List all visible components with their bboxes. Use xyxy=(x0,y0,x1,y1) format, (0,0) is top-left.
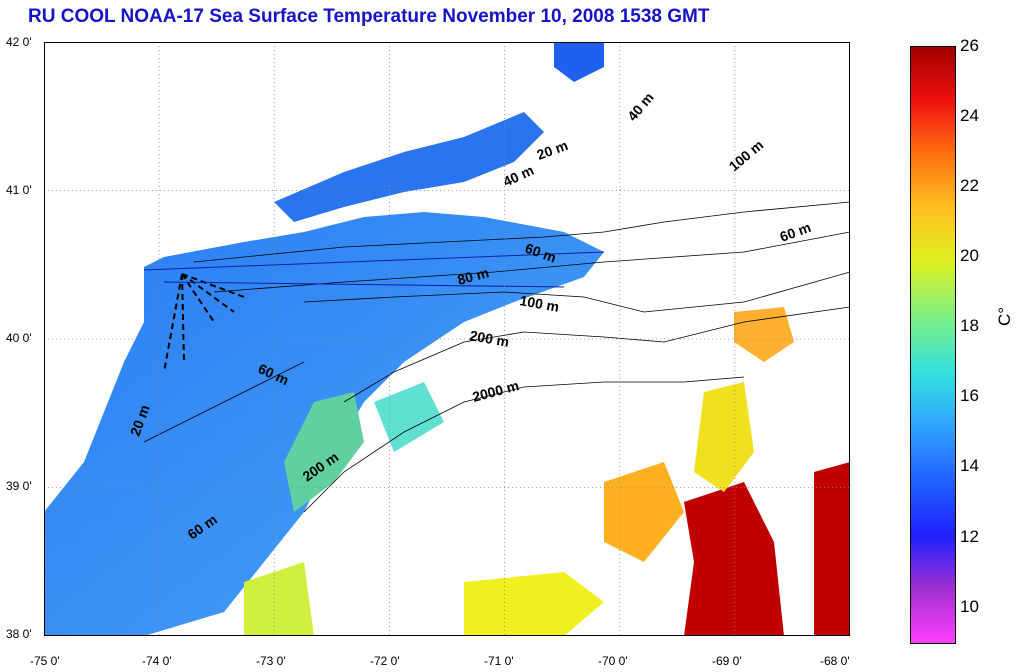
east-red-patch xyxy=(814,462,850,636)
long-island-sound-patch xyxy=(274,112,544,222)
map-frame xyxy=(44,42,850,636)
cb-tick-14: 14 xyxy=(960,456,979,475)
cb-tick-10: 10 xyxy=(960,597,979,616)
hudson-canyon-sectors xyxy=(163,273,245,373)
cb-tick-20: 20 xyxy=(960,246,979,265)
offshore-cyan-strip xyxy=(374,382,444,452)
lon-tick-70: -70 0' xyxy=(598,654,628,668)
cb-tick-26: 26 xyxy=(960,36,979,55)
lon-tick-69: -69 0' xyxy=(712,654,742,668)
lon-tick-74: -74 0' xyxy=(142,654,172,668)
lat-tick-41: 41 0' xyxy=(6,183,32,197)
cb-tick-22: 22 xyxy=(960,176,979,195)
isobath-label: 60 m xyxy=(778,219,813,245)
cb-tick-24: 24 xyxy=(960,106,979,125)
lat-tick-42: 42 0' xyxy=(6,35,32,49)
gulf-stream-yellow xyxy=(694,382,754,492)
mid-shelf-green-patch xyxy=(284,392,364,512)
isobath-label: 40 m xyxy=(501,162,537,190)
map-title: RU COOL NOAA-17 Sea Surface Temperature … xyxy=(28,6,710,27)
isobath-20m xyxy=(193,201,850,263)
isobath-label: 100 m xyxy=(726,137,767,175)
isobath-2000m xyxy=(303,376,745,513)
lon-tick-73: -73 0' xyxy=(256,654,286,668)
slope-yellow-patch xyxy=(244,562,314,636)
isobath-label: 80 m xyxy=(456,264,491,288)
isobath-100m xyxy=(303,271,850,313)
lat-tick-38: 38 0' xyxy=(6,627,32,641)
isobath-label: 100 m xyxy=(518,292,560,315)
isobath-label: 20 m xyxy=(535,137,570,163)
transect-lines xyxy=(143,251,605,288)
isobath-60m-b xyxy=(143,361,305,443)
east-orange-patch xyxy=(734,307,794,362)
warm-core-orange xyxy=(604,462,684,562)
south-yellow-patch xyxy=(464,572,604,636)
isobath-label: 40 m xyxy=(624,89,657,124)
isobath-label: 2000 m xyxy=(471,377,521,405)
lat-tick-40: 40 0' xyxy=(6,331,32,345)
lat-tick-39: 39 0' xyxy=(6,479,32,493)
colorbar xyxy=(910,46,956,644)
cape-cod-patch xyxy=(554,42,604,82)
graticule xyxy=(44,42,850,636)
lon-tick-72: -72 0' xyxy=(370,654,400,668)
cb-tick-12: 12 xyxy=(960,527,979,546)
isobath-label: 200 m xyxy=(468,327,510,350)
cb-tick-18: 18 xyxy=(960,316,979,335)
gulf-stream-red xyxy=(684,482,784,636)
isobath-200m xyxy=(343,306,850,403)
lon-tick-75: -75 0' xyxy=(30,654,60,668)
lon-tick-68: -68 0' xyxy=(820,654,850,668)
lon-tick-71: -71 0' xyxy=(484,654,514,668)
colorbar-unit: C° xyxy=(995,306,1014,326)
cb-tick-16: 16 xyxy=(960,386,979,405)
